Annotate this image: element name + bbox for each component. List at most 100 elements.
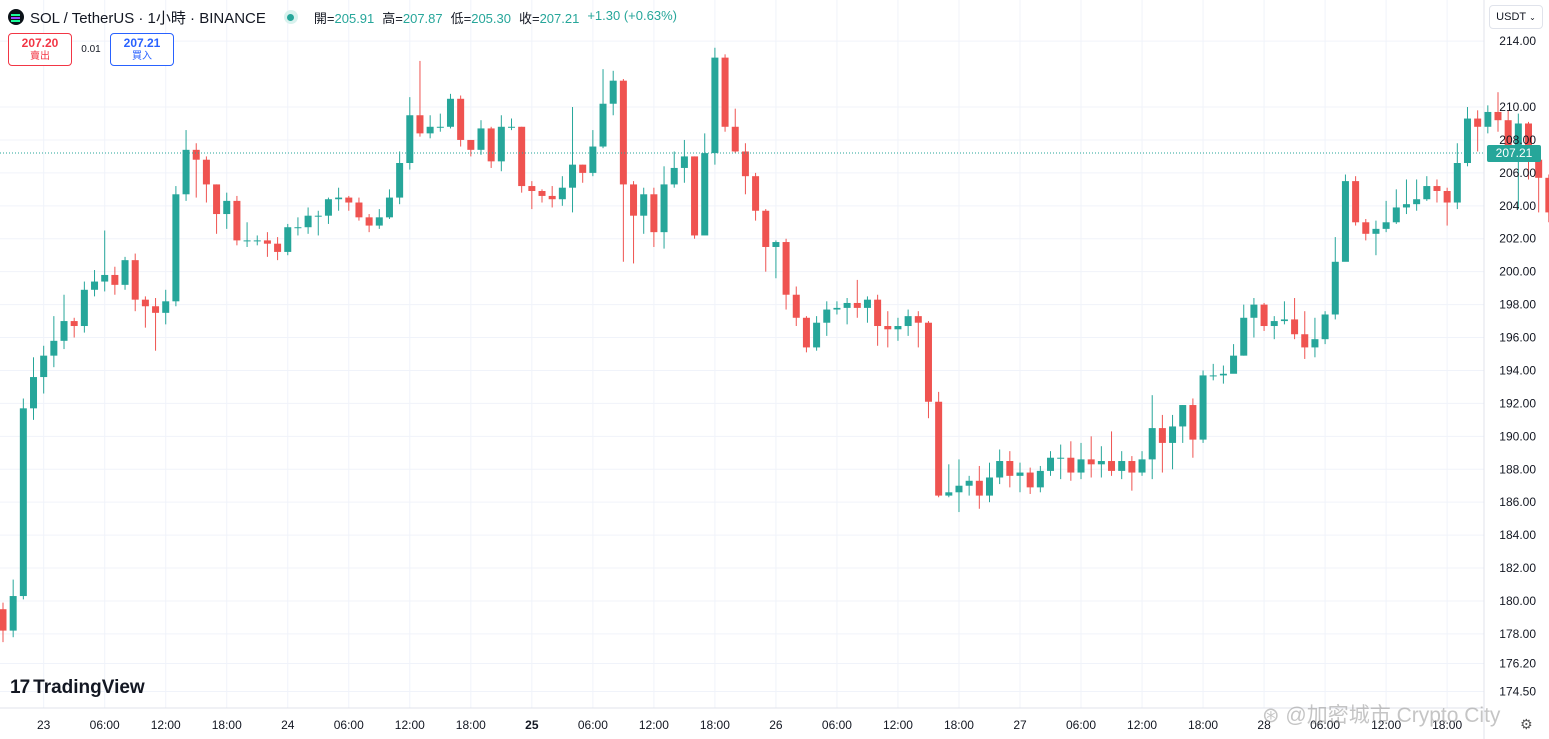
- candle[interactable]: [1392, 189, 1400, 224]
- candle[interactable]: [1209, 363, 1217, 381]
- candle[interactable]: [630, 181, 638, 264]
- candle[interactable]: [965, 475, 973, 496]
- symbol-title[interactable]: SOL / TetherUS · 1小時 · BINANCE: [30, 9, 266, 27]
- candle[interactable]: [1219, 365, 1227, 384]
- candle[interactable]: [416, 60, 424, 137]
- candle[interactable]: [863, 296, 871, 323]
- candle[interactable]: [945, 464, 953, 498]
- candle[interactable]: [192, 143, 200, 198]
- candle[interactable]: [935, 391, 943, 498]
- candle[interactable]: [1026, 467, 1034, 494]
- candle[interactable]: [1423, 176, 1431, 201]
- candle[interactable]: [345, 195, 353, 211]
- candle[interactable]: [131, 253, 139, 312]
- candle[interactable]: [60, 294, 68, 350]
- candle[interactable]: [660, 166, 668, 249]
- candle[interactable]: [1463, 107, 1471, 167]
- candle[interactable]: [1321, 311, 1329, 345]
- candle[interactable]: [487, 126, 495, 168]
- candle[interactable]: [314, 210, 322, 236]
- candle[interactable]: [924, 321, 932, 419]
- candle[interactable]: [914, 311, 922, 348]
- candle[interactable]: [50, 316, 58, 368]
- candle[interactable]: [294, 217, 302, 236]
- candle[interactable]: [182, 130, 190, 201]
- candle[interactable]: [609, 70, 617, 116]
- candle[interactable]: [152, 298, 160, 351]
- candle[interactable]: [1260, 302, 1268, 331]
- candle[interactable]: [843, 298, 851, 325]
- candle[interactable]: [1341, 174, 1349, 262]
- candle[interactable]: [670, 151, 678, 188]
- candle[interactable]: [904, 309, 912, 336]
- candle[interactable]: [40, 345, 48, 394]
- candle[interactable]: [91, 270, 99, 297]
- candle[interactable]: [589, 130, 597, 177]
- candle[interactable]: [1362, 218, 1370, 241]
- candle[interactable]: [823, 301, 831, 336]
- candle[interactable]: [233, 195, 241, 246]
- candle[interactable]: [985, 462, 993, 503]
- candle[interactable]: [1097, 446, 1105, 478]
- candle[interactable]: [782, 238, 790, 310]
- candle[interactable]: [1128, 456, 1136, 491]
- candle[interactable]: [1413, 179, 1421, 211]
- candle[interactable]: [1087, 436, 1095, 478]
- candle[interactable]: [1474, 110, 1482, 152]
- candle[interactable]: [1240, 304, 1248, 356]
- candle[interactable]: [1484, 105, 1492, 134]
- candle[interactable]: [1118, 451, 1126, 480]
- candle[interactable]: [1331, 237, 1339, 320]
- candle[interactable]: [1443, 187, 1451, 226]
- candle[interactable]: [1402, 179, 1410, 215]
- candle[interactable]: [802, 316, 810, 353]
- candle[interactable]: [243, 222, 251, 247]
- candle[interactable]: [19, 398, 27, 600]
- candle[interactable]: [599, 69, 607, 149]
- candle[interactable]: [711, 47, 719, 165]
- candle[interactable]: [1138, 451, 1146, 476]
- candle[interactable]: [70, 317, 78, 338]
- candle[interactable]: [619, 79, 627, 262]
- candle[interactable]: [1199, 370, 1207, 443]
- candle[interactable]: [853, 279, 861, 318]
- candle[interactable]: [1189, 398, 1197, 458]
- currency-selector[interactable]: USDT ⌄: [1489, 5, 1543, 29]
- candle[interactable]: [375, 209, 383, 229]
- candle[interactable]: [172, 186, 180, 307]
- candle[interactable]: [365, 214, 373, 233]
- candle[interactable]: [1352, 176, 1360, 226]
- candle[interactable]: [80, 281, 88, 333]
- candle[interactable]: [874, 294, 882, 346]
- candle[interactable]: [30, 357, 38, 420]
- candle[interactable]: [1169, 414, 1177, 470]
- candle[interactable]: [1179, 405, 1187, 443]
- candle[interactable]: [1494, 92, 1502, 132]
- candle[interactable]: [1047, 451, 1055, 476]
- candle[interactable]: [1504, 110, 1512, 152]
- candle[interactable]: [1067, 441, 1075, 481]
- candle[interactable]: [691, 156, 699, 239]
- candle[interactable]: [9, 579, 17, 638]
- candle[interactable]: [406, 97, 414, 170]
- candle[interactable]: [731, 108, 739, 154]
- candle[interactable]: [1291, 298, 1299, 340]
- candle[interactable]: [792, 286, 800, 327]
- candle[interactable]: [1230, 344, 1238, 374]
- candle[interactable]: [223, 192, 231, 229]
- candle[interactable]: [996, 449, 1004, 485]
- candle[interactable]: [1453, 143, 1461, 210]
- candles[interactable]: [0, 47, 1549, 643]
- candle[interactable]: [497, 115, 505, 172]
- candle[interactable]: [701, 133, 709, 236]
- candle[interactable]: [752, 172, 760, 221]
- candle[interactable]: [274, 237, 282, 261]
- candle[interactable]: [1250, 298, 1258, 338]
- candle[interactable]: [1036, 465, 1044, 493]
- candle[interactable]: [1433, 179, 1441, 203]
- candle[interactable]: [772, 240, 780, 279]
- candle[interactable]: [1158, 414, 1166, 473]
- candle[interactable]: [1535, 158, 1543, 213]
- candle[interactable]: [1016, 462, 1024, 493]
